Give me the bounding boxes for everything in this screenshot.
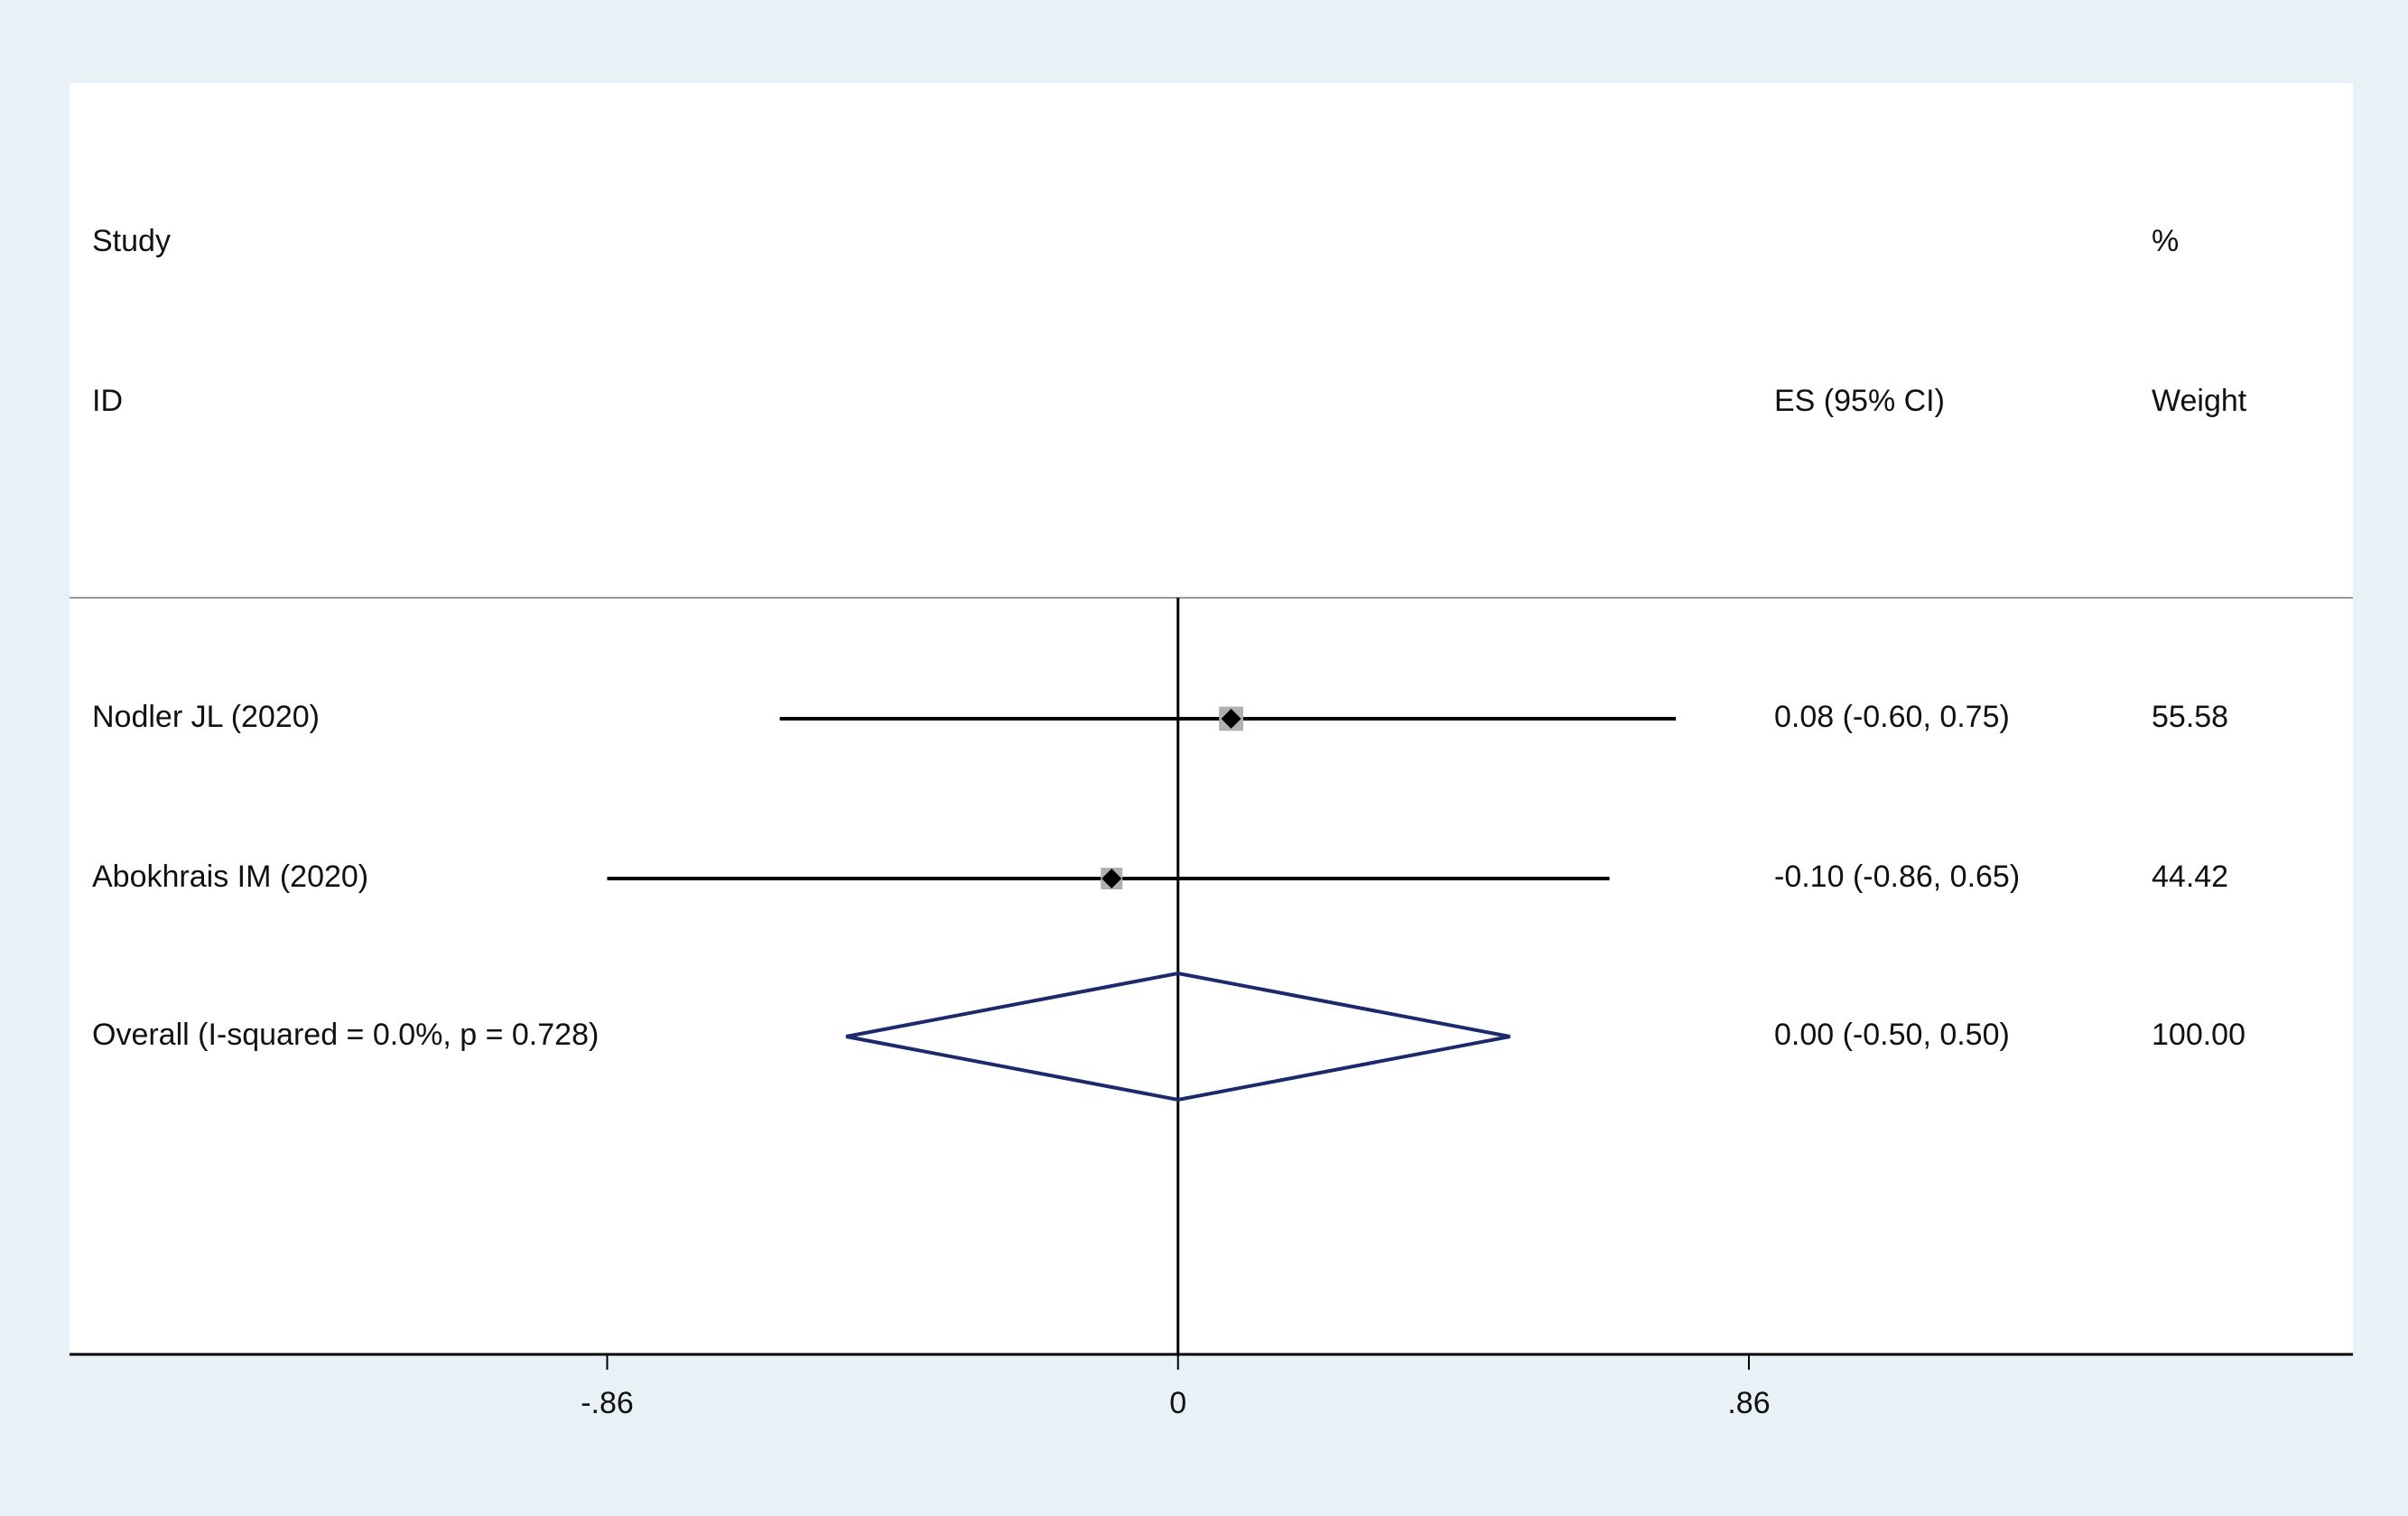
study-name: Nodler JL (2020) (92, 700, 320, 734)
es-label: 0.08 (-0.60, 0.75) (1774, 700, 2010, 734)
header-weight: Weight (2152, 384, 2247, 418)
point-estimate (1221, 709, 1241, 729)
es-label: 0.00 (-0.50, 0.50) (1774, 1018, 2010, 1052)
header-pct: % (2152, 224, 2179, 258)
point-estimate (1102, 869, 1122, 888)
header-es: ES (95% CI) (1774, 384, 1945, 418)
x-tick-label: .86 (1727, 1386, 1770, 1420)
study-name: Abokhrais IM (2020) (92, 860, 368, 894)
x-tick-label: 0 (1169, 1386, 1186, 1420)
weight-label: 44.42 (2152, 860, 2228, 894)
header-study: Study (92, 224, 171, 258)
weight-label: 55.58 (2152, 700, 2228, 734)
header-id: ID (92, 384, 123, 418)
weight-label: 100.00 (2152, 1018, 2245, 1052)
es-label: -0.10 (-0.86, 0.65) (1774, 860, 2020, 894)
overall-name: Overall (I-squared = 0.0%, p = 0.728) (92, 1018, 599, 1052)
x-tick-label: -.86 (581, 1386, 634, 1420)
overall-diamond (845, 971, 1511, 1102)
